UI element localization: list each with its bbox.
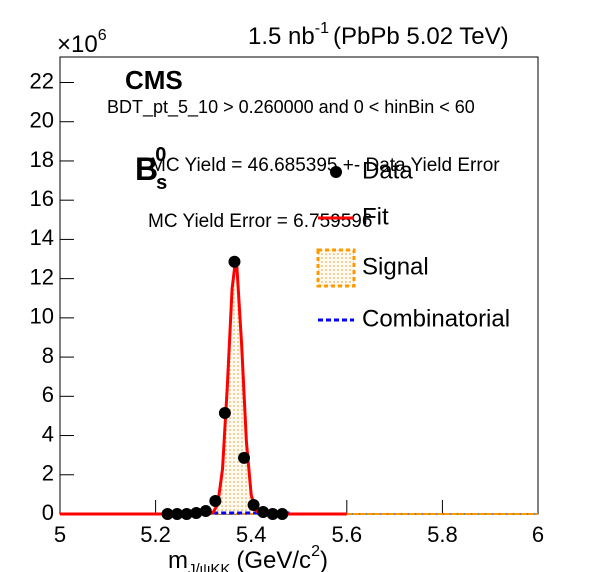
signal-area <box>60 260 538 515</box>
y-tick-label: 0 <box>42 500 54 525</box>
data-point <box>161 508 174 520</box>
y-tick-label: 16 <box>30 186 54 211</box>
data-point <box>266 508 279 520</box>
x-tick-label: 5.2 <box>140 522 171 547</box>
data-point <box>209 495 222 508</box>
y-multiplier: ×106 <box>57 27 107 58</box>
x-tick-label: 5.4 <box>236 522 267 547</box>
y-tick-label: 6 <box>42 382 54 407</box>
data-point <box>257 506 270 519</box>
legend-label: Combinatorial <box>362 305 510 332</box>
mc-yield: MC Yield = 46.685395 +- Data Yield Error <box>150 155 500 176</box>
data-point <box>247 498 260 511</box>
x-tick-label: 5.8 <box>427 522 458 547</box>
plot-frame <box>59 56 539 515</box>
lumi-label: 1.5 nb-1 (PbPb 5.02 TeV) <box>248 20 509 50</box>
data-point <box>180 508 193 520</box>
y-tick-label: 12 <box>30 264 54 289</box>
legend-label: Signal <box>362 253 429 280</box>
y-tick-label: 18 <box>30 147 54 172</box>
x-tick-label: 5.6 <box>332 522 363 547</box>
data-point <box>218 406 231 419</box>
x-tick-label: 5 <box>54 522 66 547</box>
experiment-label: CMS <box>125 65 183 95</box>
legend-marker <box>330 166 342 178</box>
y-tick-label: 22 <box>30 68 54 93</box>
mc-yield-error: MC Yield Error = 6.759596 <box>148 211 372 232</box>
y-tick-label: 20 <box>30 108 54 133</box>
particle-label: Bs0 <box>135 144 167 194</box>
data-point <box>190 507 203 520</box>
fit-line <box>60 260 347 516</box>
data-point <box>228 255 241 268</box>
selection-label: BDT_pt_5_10 > 0.260000 and 0 < hinBin < … <box>107 97 475 118</box>
data-point <box>171 508 184 520</box>
data-point <box>276 508 289 520</box>
y-tick-label: 8 <box>42 343 54 368</box>
legend-swatch <box>316 248 356 288</box>
legend-label: Fit <box>362 203 389 230</box>
y-tick-label: 14 <box>30 225 54 250</box>
data-point <box>199 505 212 518</box>
y-tick-label: 10 <box>30 304 54 329</box>
y-tick-label: 4 <box>42 421 54 446</box>
x-axis-label: mJ/ψKK (GeV/c2) <box>168 543 328 572</box>
data-point <box>238 451 251 464</box>
legend-label: Data <box>362 157 413 184</box>
y-tick-label: 2 <box>42 461 54 486</box>
x-tick-label: 6 <box>532 522 544 547</box>
